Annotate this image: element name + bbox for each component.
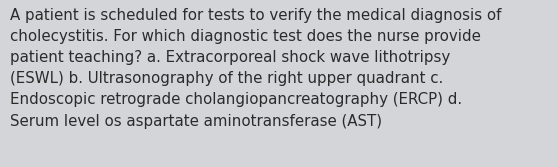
Text: A patient is scheduled for tests to verify the medical diagnosis of
cholecystiti: A patient is scheduled for tests to veri… bbox=[10, 8, 502, 129]
